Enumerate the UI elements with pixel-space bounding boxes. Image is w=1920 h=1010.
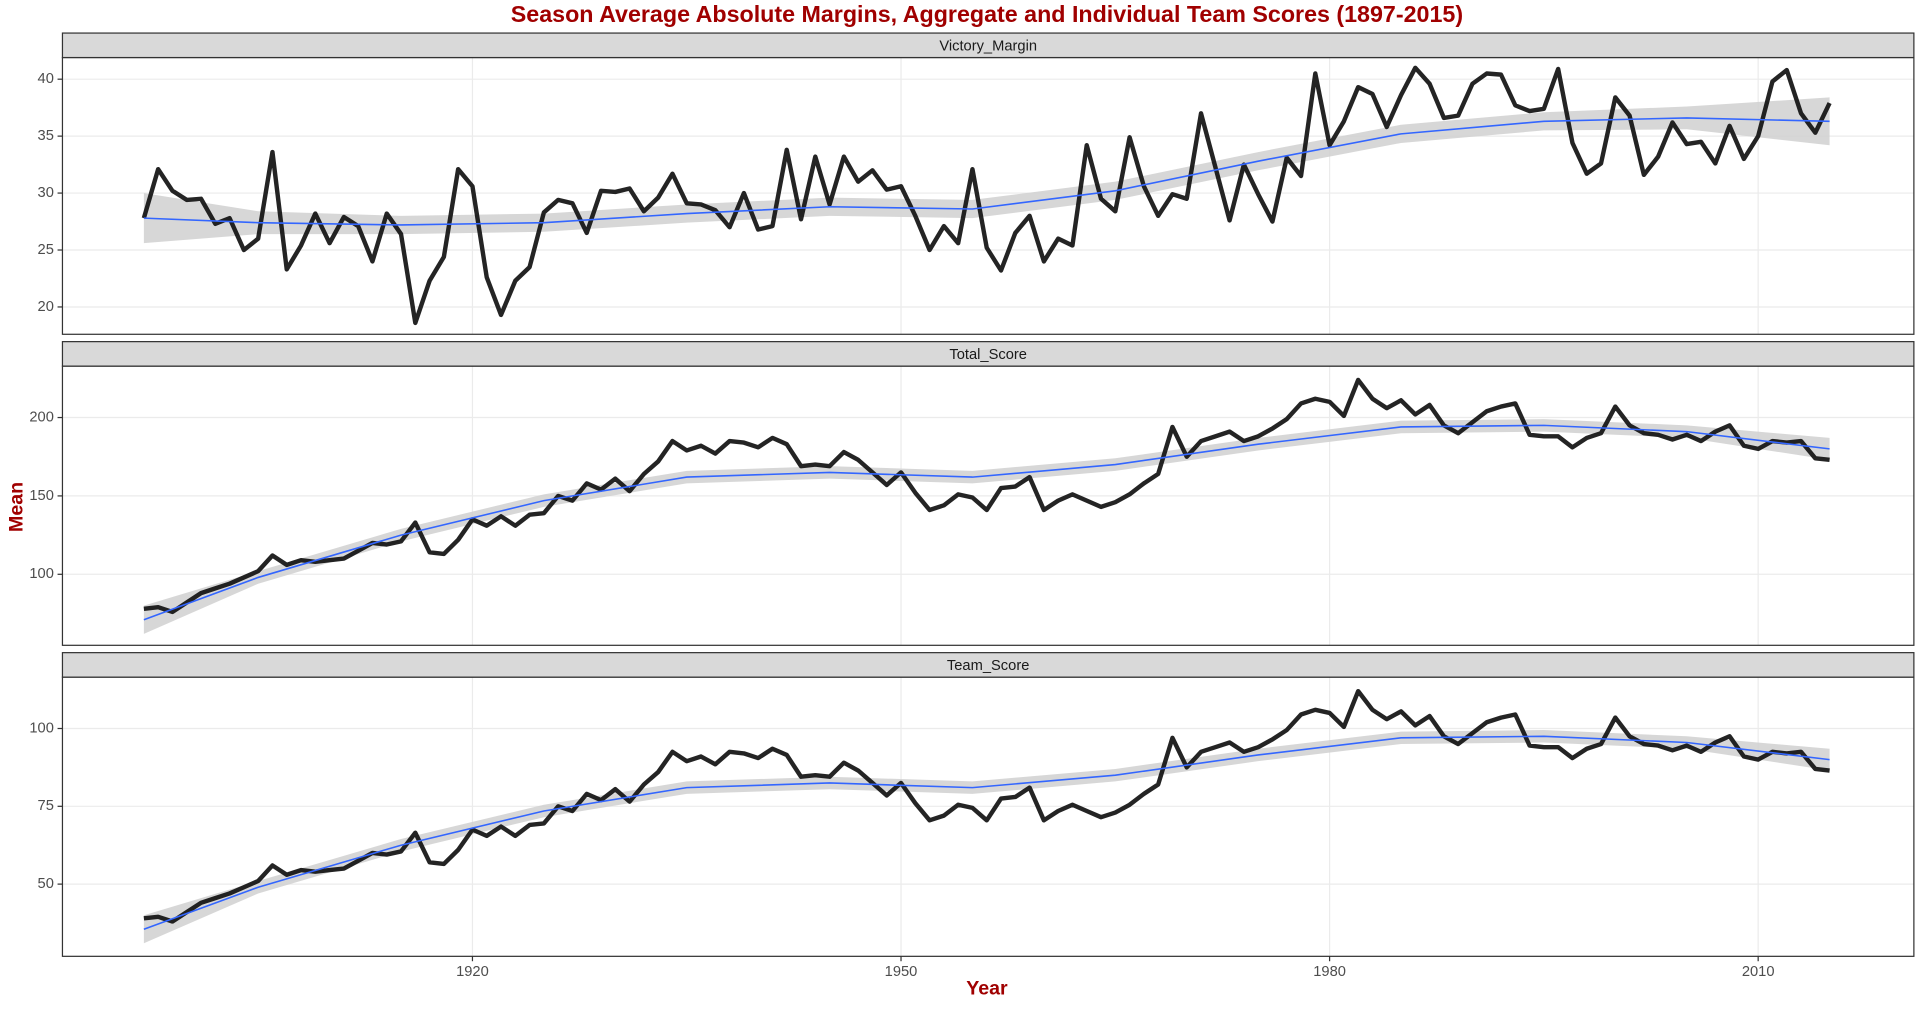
data-line (143, 688, 1830, 924)
x-tick-label: 1920 (456, 964, 489, 980)
y-tick-label: 150 (29, 488, 54, 504)
x-tick-label: 1980 (1313, 964, 1346, 980)
facet-label: Victory_Margin (939, 38, 1037, 54)
chart-title: Season Average Absolute Margins, Aggrega… (511, 1, 1463, 27)
x-axis-title: Year (966, 978, 1008, 1000)
smooth-line (143, 735, 1830, 930)
y-tick-label: 75 (38, 798, 54, 814)
smooth-line (143, 117, 1830, 226)
confidence-band (143, 97, 1830, 244)
facet-strip (61, 32, 1915, 59)
y-axis-title: Mean (5, 482, 27, 532)
panel-border (61, 56, 1915, 335)
y-tick-label: 35 (38, 128, 54, 144)
facet-strip (61, 652, 1915, 678)
y-tick-label: 200 (29, 409, 54, 425)
x-tick-label: 2010 (1742, 964, 1775, 980)
y-tick-label: 30 (38, 185, 54, 201)
y-tick-label: 40 (38, 71, 54, 87)
y-tick-label: 100 (29, 720, 54, 736)
facet-label: Team_Score (947, 658, 1029, 674)
data-line (141, 65, 1832, 326)
facet-strip (61, 341, 1915, 367)
y-tick-label: 100 (29, 566, 54, 582)
y-tick-label: 20 (38, 299, 54, 315)
x-tick-label: 1950 (885, 964, 918, 980)
confidence-band (143, 419, 1830, 634)
y-tick-label: 50 (38, 876, 54, 892)
data-line (143, 377, 1830, 615)
y-tick-label: 25 (38, 242, 54, 258)
confidence-band (143, 730, 1830, 944)
smooth-line (143, 424, 1830, 621)
facet-label: Total_Score (949, 347, 1027, 363)
